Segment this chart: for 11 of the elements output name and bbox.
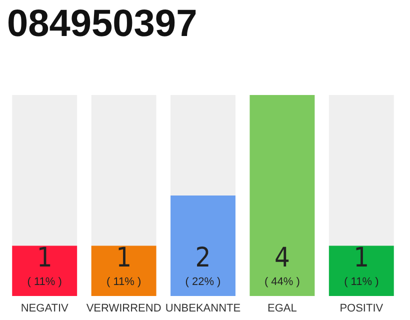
data-label: 2 ( 22% ) [185,242,221,288]
x-tick-label: EGAL [268,302,297,314]
x-tick-label: NEGATIV [20,302,69,314]
data-label: 1 ( 11% ) [344,242,379,288]
x-tick-label: POSITIV [340,302,384,314]
x-tick-label: VERWIRREND [86,302,162,314]
data-label: 4 ( 44% ) [264,242,300,288]
x-tick-label: UNBEKANNTE [165,302,241,314]
data-label: 1 ( 11% ) [27,242,62,288]
data-label: 1 ( 11% ) [106,242,142,288]
chart-title: 084950397 [7,3,198,45]
